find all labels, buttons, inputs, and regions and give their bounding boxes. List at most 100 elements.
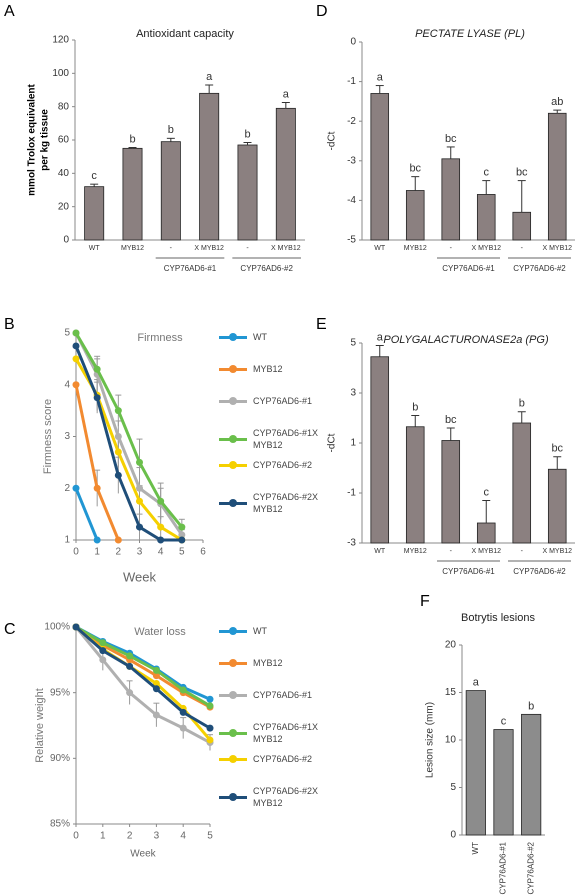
legend-label: CYP76AD6-#1 xyxy=(253,396,313,406)
y-tick-label: 10 xyxy=(445,735,457,746)
y-tick-label: 1 xyxy=(64,535,70,546)
y-tick-label: 0 xyxy=(63,235,69,246)
point xyxy=(114,536,122,544)
legend-swatch xyxy=(219,364,247,373)
bar xyxy=(237,144,258,241)
point xyxy=(157,497,165,505)
x-tick-label: X MYB12 xyxy=(471,548,501,555)
significance-letter: bc xyxy=(409,163,421,175)
series-line xyxy=(74,345,182,542)
bar xyxy=(441,440,461,544)
panel-letter: C xyxy=(4,621,16,638)
legend-swatch xyxy=(219,626,247,635)
x-tick-label: - xyxy=(450,245,453,252)
x-tick-label: 6 xyxy=(200,547,206,558)
significance-letter: c xyxy=(91,170,97,182)
y-tick-label: 95% xyxy=(50,687,70,698)
point xyxy=(178,531,186,539)
x-tick-label: CYP76AD6-#2 xyxy=(526,841,535,894)
series-line xyxy=(75,625,211,708)
point xyxy=(72,623,80,631)
y-tick-label: 20 xyxy=(58,201,70,212)
significance-letter: b xyxy=(129,133,135,145)
y-tick-label: 100 xyxy=(52,68,69,79)
y-tick-label: 5 xyxy=(450,782,456,793)
y-tick-label: 4 xyxy=(64,379,70,390)
significance-letter: c xyxy=(484,167,490,179)
point xyxy=(206,695,214,703)
x-tick-label: 3 xyxy=(154,831,160,842)
point xyxy=(152,685,160,693)
x-tick-label: 5 xyxy=(207,831,213,842)
point xyxy=(72,381,80,389)
significance-letter: c xyxy=(484,486,490,498)
legend-item: CYP76AD6-#1 xyxy=(219,395,325,407)
point xyxy=(152,711,160,719)
significance-letter: b xyxy=(519,398,525,410)
point xyxy=(93,394,101,402)
point xyxy=(179,686,187,694)
y-tick-label: 0 xyxy=(450,830,456,841)
bar xyxy=(405,426,425,544)
bar xyxy=(370,356,390,544)
chart-title: Firmness xyxy=(137,332,183,344)
point xyxy=(136,484,143,492)
x-tick-label: 5 xyxy=(179,547,185,558)
point xyxy=(126,662,134,670)
group-label: CYP76AD6-#2 xyxy=(513,567,566,576)
x-tick-label: MYB12 xyxy=(404,548,427,555)
legend-swatch xyxy=(219,728,247,737)
y-tick-label: 15 xyxy=(445,687,457,698)
x-tick-label: X MYB12 xyxy=(471,245,501,252)
point xyxy=(99,647,107,655)
legend-swatch xyxy=(219,498,247,507)
legend-item: CYP76AD6-#2XMYB12 xyxy=(219,785,325,809)
significance-letter: ab xyxy=(551,96,563,108)
x-tick-label: 1 xyxy=(100,831,106,842)
significance-letter: a xyxy=(377,331,384,343)
point xyxy=(206,724,214,732)
y-tick-label: 60 xyxy=(58,135,70,146)
y-axis-label: Relative weight xyxy=(34,688,46,763)
point xyxy=(126,689,134,697)
legend-swatch xyxy=(219,396,247,405)
significance-letter: bc xyxy=(445,133,457,145)
legend-item: MYB12 xyxy=(219,363,325,375)
x-tick-label: 2 xyxy=(116,547,122,558)
bar xyxy=(547,468,567,544)
point xyxy=(178,536,186,544)
y-tick-label: -2 xyxy=(347,116,356,127)
point xyxy=(99,656,107,664)
bar xyxy=(370,93,390,241)
y-tick-label: 0 xyxy=(350,37,356,48)
significance-letter: b xyxy=(244,128,250,140)
significance-letter: a xyxy=(283,88,290,100)
point xyxy=(178,523,186,531)
bar xyxy=(122,147,143,241)
point xyxy=(136,497,143,505)
chart-title: Botrytis lesions xyxy=(461,612,535,624)
bar xyxy=(512,211,532,241)
bar xyxy=(465,690,486,836)
y-tick-label: 1 xyxy=(350,438,356,449)
point xyxy=(93,536,101,544)
point xyxy=(126,652,134,660)
significance-letter: b xyxy=(412,401,418,413)
panel-letter: F xyxy=(420,593,430,610)
y-tick-label: 40 xyxy=(58,168,70,179)
y-axis-label: per kg tissue xyxy=(40,109,51,171)
legend-item: WT xyxy=(219,331,325,343)
legend-label: MYB12 xyxy=(253,658,283,668)
y-tick-label: 85% xyxy=(50,819,70,830)
chart-title: PECTATE LYASE (PL) xyxy=(415,28,525,40)
y-tick-label: -1 xyxy=(347,76,356,87)
y-axis-label: -dCt xyxy=(327,131,338,150)
series-line xyxy=(75,625,211,730)
y-axis-label: -dCt xyxy=(327,433,338,452)
significance-letter: bc xyxy=(516,167,528,179)
point xyxy=(114,407,122,415)
x-tick-label: - xyxy=(521,548,524,555)
point xyxy=(136,458,143,466)
legend-label: CYP76AD6-#2 xyxy=(253,460,313,470)
